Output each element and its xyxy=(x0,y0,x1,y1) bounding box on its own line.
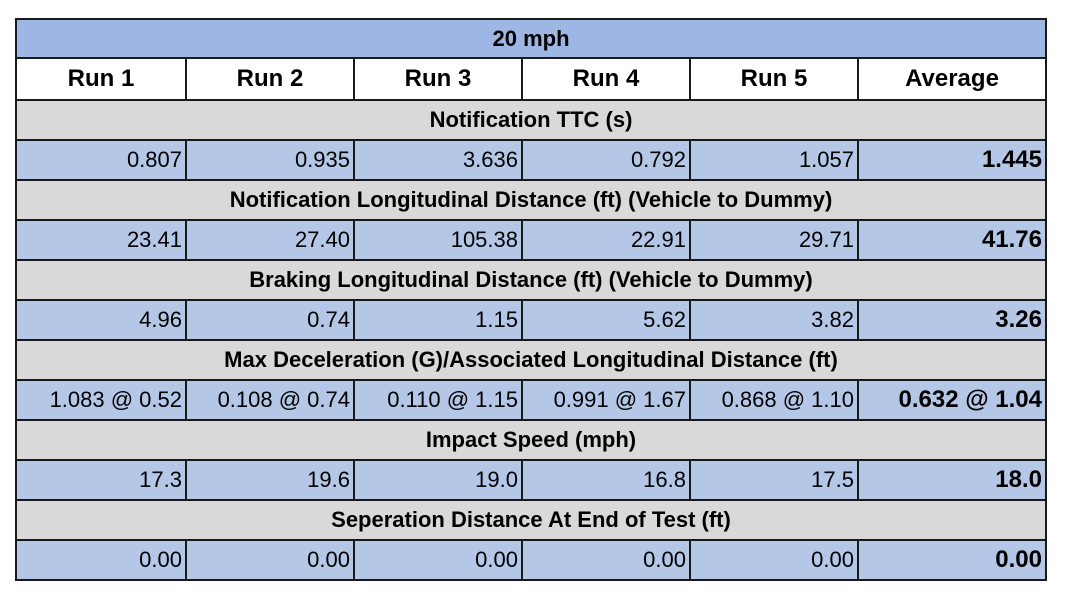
section-title: Max Deceleration (G)/Associated Longitud… xyxy=(15,339,1047,381)
speed-header-row: 20 mph xyxy=(15,18,1047,59)
section-title: Notification TTC (s) xyxy=(15,99,1047,141)
run-1-value: 0.807 xyxy=(15,139,187,181)
run-1-value: 1.083 @ 0.52 xyxy=(15,379,187,421)
run-1-value: 4.96 xyxy=(15,299,187,341)
section-title: Notification Longitudinal Distance (ft) … xyxy=(15,179,1047,221)
section-title: Impact Speed (mph) xyxy=(15,419,1047,461)
column-header-row: Run 1 Run 2 Run 3 Run 4 Run 5 Average xyxy=(15,57,1047,101)
run-5-value: 1.057 xyxy=(689,139,859,181)
run-1-value: 17.3 xyxy=(15,459,187,501)
run-4-value: 5.62 xyxy=(521,299,691,341)
run-2-value: 0.935 xyxy=(185,139,355,181)
run-2-value: 0.108 @ 0.74 xyxy=(185,379,355,421)
run-4-value: 0.00 xyxy=(521,539,691,581)
run-3-value: 0.110 @ 1.15 xyxy=(353,379,523,421)
speed-label: 20 mph xyxy=(15,18,1047,59)
run-3-value: 1.15 xyxy=(353,299,523,341)
run-4-value: 0.792 xyxy=(521,139,691,181)
results-table: 20 mph Run 1 Run 2 Run 3 Run 4 Run 5 Ave… xyxy=(15,18,1047,581)
run-2-value: 0.74 xyxy=(185,299,355,341)
values-row: 0.807 0.935 3.636 0.792 1.057 1.445 xyxy=(15,139,1047,181)
values-row: 23.41 27.40 105.38 22.91 29.71 41.76 xyxy=(15,219,1047,261)
average-value: 18.0 xyxy=(857,459,1047,501)
column-header-run-2: Run 2 xyxy=(185,57,355,101)
column-header-run-3: Run 3 xyxy=(353,57,523,101)
section-header-row: Max Deceleration (G)/Associated Longitud… xyxy=(15,339,1047,381)
run-4-value: 0.991 @ 1.67 xyxy=(521,379,691,421)
section-header-row: Braking Longitudinal Distance (ft) (Vehi… xyxy=(15,259,1047,301)
values-row: 0.00 0.00 0.00 0.00 0.00 0.00 xyxy=(15,539,1047,581)
values-row: 4.96 0.74 1.15 5.62 3.82 3.26 xyxy=(15,299,1047,341)
column-header-run-5: Run 5 xyxy=(689,57,859,101)
run-2-value: 19.6 xyxy=(185,459,355,501)
run-5-value: 17.5 xyxy=(689,459,859,501)
section-header-row: Seperation Distance At End of Test (ft) xyxy=(15,499,1047,541)
section-header-row: Impact Speed (mph) xyxy=(15,419,1047,461)
run-2-value: 27.40 xyxy=(185,219,355,261)
run-5-value: 0.00 xyxy=(689,539,859,581)
run-5-value: 3.82 xyxy=(689,299,859,341)
run-4-value: 22.91 xyxy=(521,219,691,261)
run-1-value: 23.41 xyxy=(15,219,187,261)
values-row: 17.3 19.6 19.0 16.8 17.5 18.0 xyxy=(15,459,1047,501)
section-title: Seperation Distance At End of Test (ft) xyxy=(15,499,1047,541)
section-header-row: Notification TTC (s) xyxy=(15,99,1047,141)
run-3-value: 19.0 xyxy=(353,459,523,501)
average-value: 1.445 xyxy=(857,139,1047,181)
run-3-value: 0.00 xyxy=(353,539,523,581)
column-header-run-4: Run 4 xyxy=(521,57,691,101)
values-row: 1.083 @ 0.52 0.108 @ 0.74 0.110 @ 1.15 0.99… xyxy=(15,379,1047,421)
section-header-row: Notification Longitudinal Distance (ft) … xyxy=(15,179,1047,221)
average-value: 41.76 xyxy=(857,219,1047,261)
run-4-value: 16.8 xyxy=(521,459,691,501)
section-title: Braking Longitudinal Distance (ft) (Vehi… xyxy=(15,259,1047,301)
average-value: 0.632 @ 1.04 xyxy=(857,379,1047,421)
run-1-value: 0.00 xyxy=(15,539,187,581)
results-table-body: 20 mph Run 1 Run 2 Run 3 Run 4 Run 5 Ave… xyxy=(15,18,1047,581)
column-header-run-1: Run 1 xyxy=(15,57,187,101)
run-2-value: 0.00 xyxy=(185,539,355,581)
run-5-value: 29.71 xyxy=(689,219,859,261)
average-value: 0.00 xyxy=(857,539,1047,581)
column-header-average: Average xyxy=(857,57,1047,101)
run-5-value: 0.868 @ 1.10 xyxy=(689,379,859,421)
average-value: 3.26 xyxy=(857,299,1047,341)
run-3-value: 3.636 xyxy=(353,139,523,181)
run-3-value: 105.38 xyxy=(353,219,523,261)
